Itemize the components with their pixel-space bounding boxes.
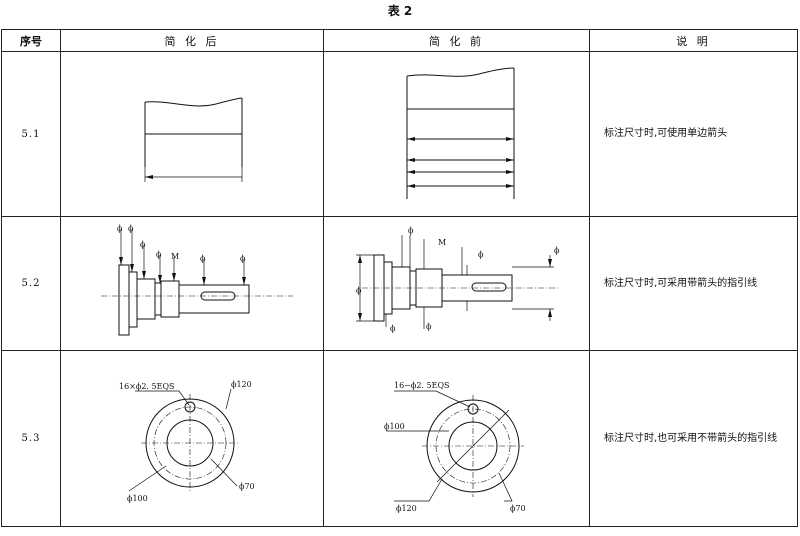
drawing-before-5-2: ϕ ϕ ϕ ϕ M ϕ ϕ: [356, 226, 560, 333]
figure-after-5-3: 16×ϕ2. 5EQS ϕ120 ϕ100 ϕ70: [60, 350, 324, 527]
header-note: 说 明: [589, 29, 798, 52]
phi-label: ϕ: [240, 254, 246, 263]
header-no: 序号: [1, 29, 61, 52]
hole-pattern-label: 16−ϕ2. 5EQS: [394, 381, 449, 390]
phi-label: ϕ: [390, 324, 396, 333]
drawing-after-5-2: ϕ ϕ ϕ ϕ M ϕ ϕ: [101, 224, 293, 336]
row-note: 标注尺寸时,可采用带箭头的指引线: [589, 216, 798, 351]
m-label: M: [171, 252, 179, 261]
phi-label: ϕ: [408, 226, 414, 235]
diameter-70-label: ϕ70: [510, 504, 526, 513]
row-number: 5.2: [1, 216, 61, 351]
simplification-table: 序号 简 化 后 简 化 前 说 明 5.1: [1, 29, 798, 527]
header-after: 简 化 后: [60, 29, 324, 52]
drawing-before-5-3: 16−ϕ2. 5EQS ϕ100 ϕ120 ϕ70: [384, 381, 526, 513]
diameter-120-label: ϕ120: [396, 504, 417, 513]
phi-label: ϕ: [140, 240, 146, 249]
table-title: 表 2: [387, 4, 413, 18]
header-before: 简 化 前: [323, 29, 590, 52]
row-number: 5.1: [1, 51, 61, 217]
table-row: 5.3 16×ϕ2. 5EQS ϕ120 ϕ100 ϕ70: [1, 350, 798, 527]
phi-label: ϕ: [200, 254, 206, 263]
hole-pattern-label: 16×ϕ2. 5EQS: [119, 382, 174, 391]
figure-after-5-2: ϕ ϕ ϕ ϕ M ϕ ϕ: [60, 216, 324, 351]
table-row: 5.2 ϕ ϕ ϕ ϕ M: [1, 216, 798, 351]
phi-label: ϕ: [554, 246, 560, 255]
phi-label: ϕ: [117, 224, 123, 233]
m-label: M: [438, 238, 446, 247]
diameter-120-label: ϕ120: [231, 380, 252, 389]
phi-label: ϕ: [128, 224, 134, 233]
drawing-after-5-3: 16×ϕ2. 5EQS ϕ120 ϕ100 ϕ70: [119, 380, 255, 503]
diameter-100-label: ϕ100: [384, 422, 405, 431]
phi-label: ϕ: [156, 250, 162, 259]
diameter-70-label: ϕ70: [239, 482, 255, 491]
phi-label: ϕ: [426, 322, 432, 331]
header-row: 序号 简 化 后 简 化 前 说 明: [1, 29, 798, 52]
phi-label: ϕ: [478, 250, 484, 259]
figure-before-5-3: 16−ϕ2. 5EQS ϕ100 ϕ120 ϕ70: [323, 350, 590, 527]
phi-label: ϕ: [356, 286, 362, 295]
drawing-after-5-1: [144, 97, 243, 182]
table-row: 5.1: [1, 51, 798, 217]
diameter-100-label: ϕ100: [127, 494, 148, 503]
row-note: 标注尺寸时,也可采用不带箭头的指引线: [589, 350, 798, 527]
drawing-before-5-1: [406, 67, 515, 199]
row-number: 5.3: [1, 350, 61, 527]
figure-after-5-1: [60, 51, 324, 217]
row-note: 标注尺寸时,可使用单边箭头: [589, 51, 798, 217]
figure-before-5-1: [323, 51, 590, 217]
figure-before-5-2: ϕ ϕ ϕ ϕ M ϕ ϕ: [323, 216, 590, 351]
